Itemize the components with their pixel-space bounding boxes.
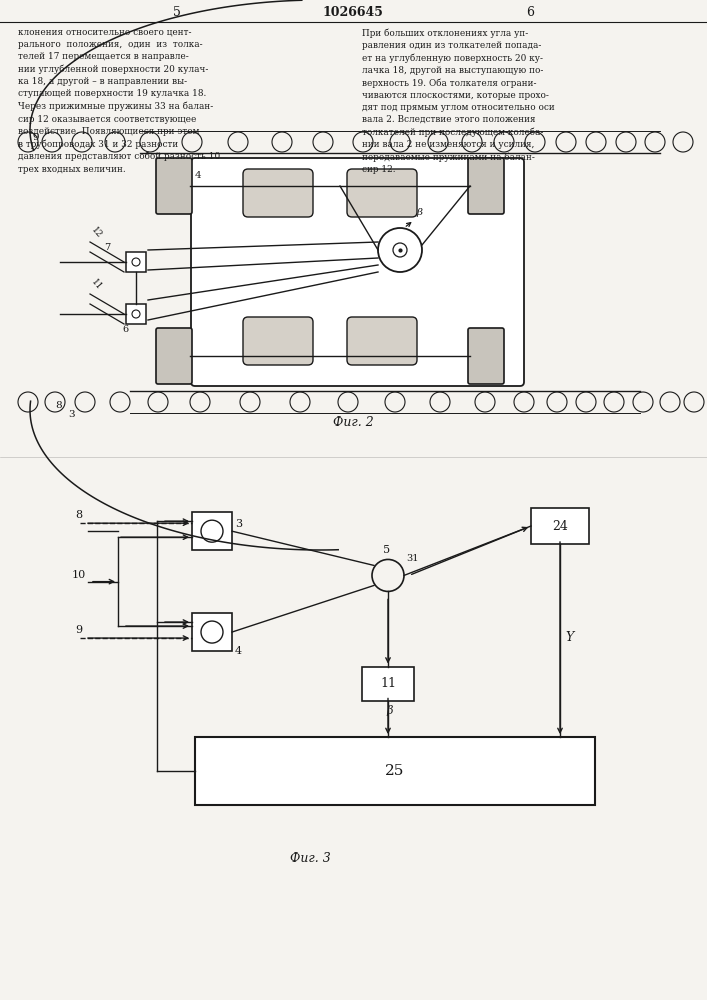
Text: 11: 11 bbox=[90, 277, 104, 292]
Text: 6: 6 bbox=[526, 5, 534, 18]
Text: 3: 3 bbox=[68, 410, 75, 419]
Text: 31: 31 bbox=[406, 554, 419, 563]
Text: 24: 24 bbox=[552, 520, 568, 533]
Text: 3: 3 bbox=[235, 519, 242, 529]
Text: 8: 8 bbox=[55, 401, 62, 410]
FancyBboxPatch shape bbox=[243, 169, 313, 217]
FancyBboxPatch shape bbox=[156, 328, 192, 384]
FancyBboxPatch shape bbox=[347, 317, 417, 365]
Bar bbox=[126, 252, 146, 272]
Text: 10: 10 bbox=[72, 570, 86, 580]
Bar bbox=[192, 512, 232, 550]
Text: 4: 4 bbox=[235, 646, 242, 656]
Text: 9: 9 bbox=[75, 625, 82, 635]
Bar bbox=[192, 613, 232, 651]
Text: При больших отклонениях угла уп-
равления один из толкателей попада-
ет на углуб: При больших отклонениях угла уп- равлени… bbox=[362, 28, 555, 174]
Text: 5: 5 bbox=[383, 545, 390, 555]
Text: 4: 4 bbox=[195, 171, 201, 180]
Text: 8: 8 bbox=[75, 510, 82, 520]
FancyBboxPatch shape bbox=[347, 169, 417, 217]
Text: 6: 6 bbox=[122, 325, 128, 334]
Text: 5: 5 bbox=[173, 5, 181, 18]
Bar bbox=[126, 304, 146, 324]
Text: 1026645: 1026645 bbox=[322, 5, 383, 18]
Text: клонения относительно своего цент-
рального  положения,  один  из  толка-
телей : клонения относительно своего цент- ральн… bbox=[18, 28, 221, 174]
Text: Фиг. 3: Фиг. 3 bbox=[290, 852, 330, 865]
FancyBboxPatch shape bbox=[243, 317, 313, 365]
Text: β: β bbox=[387, 705, 393, 716]
Bar bbox=[195, 737, 595, 805]
FancyBboxPatch shape bbox=[156, 158, 192, 214]
Bar bbox=[531, 508, 589, 544]
Text: 12: 12 bbox=[90, 226, 104, 240]
Text: 9: 9 bbox=[32, 133, 39, 142]
FancyBboxPatch shape bbox=[468, 158, 504, 214]
Text: 11: 11 bbox=[380, 677, 396, 690]
FancyBboxPatch shape bbox=[191, 158, 524, 386]
FancyBboxPatch shape bbox=[468, 328, 504, 384]
Text: Фиг. 2: Фиг. 2 bbox=[332, 416, 373, 428]
Bar bbox=[362, 667, 414, 701]
Text: 25: 25 bbox=[385, 764, 404, 778]
Text: Y: Y bbox=[565, 631, 573, 644]
Text: 7: 7 bbox=[104, 243, 110, 252]
Text: β: β bbox=[416, 208, 422, 217]
